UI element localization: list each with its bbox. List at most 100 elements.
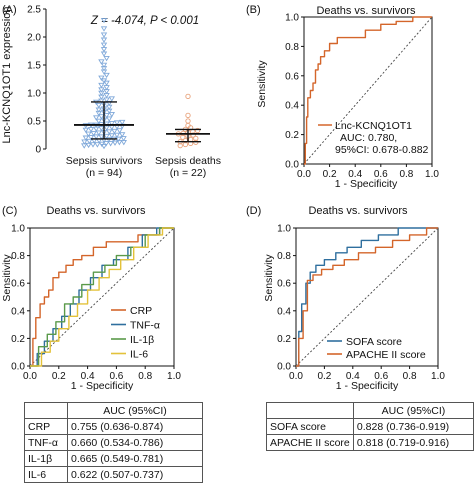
survivor-point [87, 127, 95, 133]
table-header-cell: AUC (95%CI) [67, 402, 203, 419]
plot-frame [303, 16, 433, 165]
x-tick-label: 1.0 [431, 371, 445, 382]
panel-d-ylabel: Sensitivity [263, 254, 275, 302]
table-header-row: AUC (95%CI) [24, 402, 203, 419]
panel-b-legend: Lnc-KCNQ1OT1 AUC: 0.780, 95%CI: 0.678-0.… [318, 120, 429, 156]
survivor-point [89, 142, 97, 148]
y-tick-label: 0.8 [285, 42, 299, 53]
x-tick-label: 0.6 [374, 371, 388, 382]
y-tick-label: 0.6 [285, 71, 299, 82]
survivor-point [93, 126, 100, 132]
survivor-point [103, 125, 110, 131]
survivor-point [82, 135, 89, 141]
survivor-point [100, 66, 108, 72]
survivor-point [100, 26, 108, 32]
survivor-point [98, 98, 105, 104]
x-tick-label: 0.2 [317, 371, 331, 382]
y-tick-label: 0.8 [277, 251, 291, 262]
survivor-point [90, 131, 97, 137]
survivor-point [98, 75, 105, 81]
panel-a-label: (A) [2, 4, 17, 16]
y-tick-label: 0.2 [285, 130, 299, 141]
survivor-point [100, 51, 108, 57]
x-tick-label: 0.8 [399, 169, 413, 180]
death-point [194, 127, 201, 134]
legend-label: TNF-α [130, 319, 160, 331]
panel-b-legend-ci: 95%CI: 0.678-0.882 [335, 144, 429, 156]
survivor-point [103, 72, 110, 79]
panel-b-title: Deaths vs. survivors [316, 5, 416, 17]
survivor-point [103, 133, 110, 140]
y-tick-label: 1.0 [277, 224, 291, 235]
x-tick-label: 0.4 [348, 169, 362, 180]
y-tick-label: 0.0 [277, 362, 291, 373]
survivor-point [103, 89, 110, 95]
survivor-point [111, 128, 118, 135]
panel-a-n-2: (n = 22) [170, 167, 206, 179]
panel-a-y-tick-label: 0.5 [27, 117, 41, 128]
survivor-point [98, 134, 105, 140]
table-header-cell [266, 402, 354, 419]
panel-c-title: Deaths vs. survivors [46, 205, 146, 217]
survivor-point [98, 126, 105, 132]
survivor-point [98, 94, 105, 100]
roc-curve [296, 227, 438, 367]
survivor-point [85, 131, 92, 137]
y-tick-label: 0.0 [285, 160, 299, 171]
table-row: IL-1β 0.665 (0.549-0.781) [24, 450, 203, 467]
x-tick-label: 0.6 [109, 371, 123, 382]
panel-a-y-tick-label: 1.5 [27, 61, 41, 72]
legend-label: IL-6 [130, 348, 148, 360]
table-cell-marker: IL-6 [24, 466, 68, 483]
survivor-point [81, 139, 88, 145]
table-cell-score: APACHE II score [266, 434, 354, 451]
table-cell-auc: 0.622 (0.507-0.737) [67, 466, 203, 483]
death-point [185, 118, 191, 124]
y-tick-label: 0.6 [11, 279, 25, 290]
y-tick-label: 0.2 [11, 334, 25, 345]
y-tick-label: 0.2 [277, 334, 291, 345]
table-row: CRP 0.755 (0.636-0.874) [24, 418, 203, 435]
survivor-point [86, 138, 93, 145]
panel-c-xlabel: 1 - Specificity [71, 380, 134, 392]
death-point [193, 135, 199, 142]
survivor-point [100, 37, 108, 43]
panel-a-y-tick-label: 2.0 [27, 33, 41, 44]
roc-curve [30, 227, 174, 367]
plot-frame [295, 227, 439, 367]
roc-curve [30, 227, 174, 367]
survivor-point [103, 85, 110, 91]
survivor-point [105, 137, 113, 143]
survivor-point [106, 108, 113, 114]
survivor-point [113, 132, 121, 139]
table-cell-auc: 0.818 (0.719-0.916) [352, 434, 474, 451]
panel-b-xlabel: 1 - Specificity [335, 178, 398, 190]
panel-b-ylabel: Sensitivity [256, 60, 268, 108]
y-tick-label: 0.4 [11, 306, 25, 317]
legend-label: IL-1β [130, 334, 154, 346]
panel-b-legend-name: Lnc-KCNQ1OT1 [335, 120, 412, 132]
survivor-point [95, 107, 102, 113]
y-tick-label: 0.4 [285, 101, 299, 112]
y-tick-label: 0.8 [11, 251, 25, 262]
survivor-point [108, 96, 115, 102]
survivor-point [108, 112, 115, 118]
survivor-point [95, 118, 102, 125]
survivor-point [95, 110, 102, 117]
survivor-point [93, 134, 100, 140]
table-row: IL-6 0.622 (0.507-0.737) [24, 466, 203, 483]
table-cell-marker: CRP [24, 418, 68, 435]
survivor-point [100, 47, 108, 53]
survivor-point [82, 127, 89, 134]
x-tick-label: 0.2 [52, 371, 66, 382]
survivor-point [98, 82, 105, 89]
x-tick-label: 0.0 [297, 169, 311, 180]
survivor-point [120, 136, 127, 142]
table-cell-score: SOFA score [266, 418, 354, 435]
y-tick-label: 0.4 [277, 306, 291, 317]
reference-diagonal [295, 227, 439, 367]
panel-b-label: (B) [246, 4, 261, 16]
table-header-cell: AUC (95%CI) [352, 402, 474, 419]
table-row: APACHE II score 0.818 (0.719-0.916) [266, 434, 474, 451]
survivor-point [85, 142, 92, 149]
